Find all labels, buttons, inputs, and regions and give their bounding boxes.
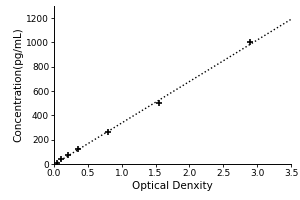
Y-axis label: Concentration(pg/mL): Concentration(pg/mL): [14, 28, 23, 142]
X-axis label: Optical Denxity: Optical Denxity: [132, 181, 213, 191]
